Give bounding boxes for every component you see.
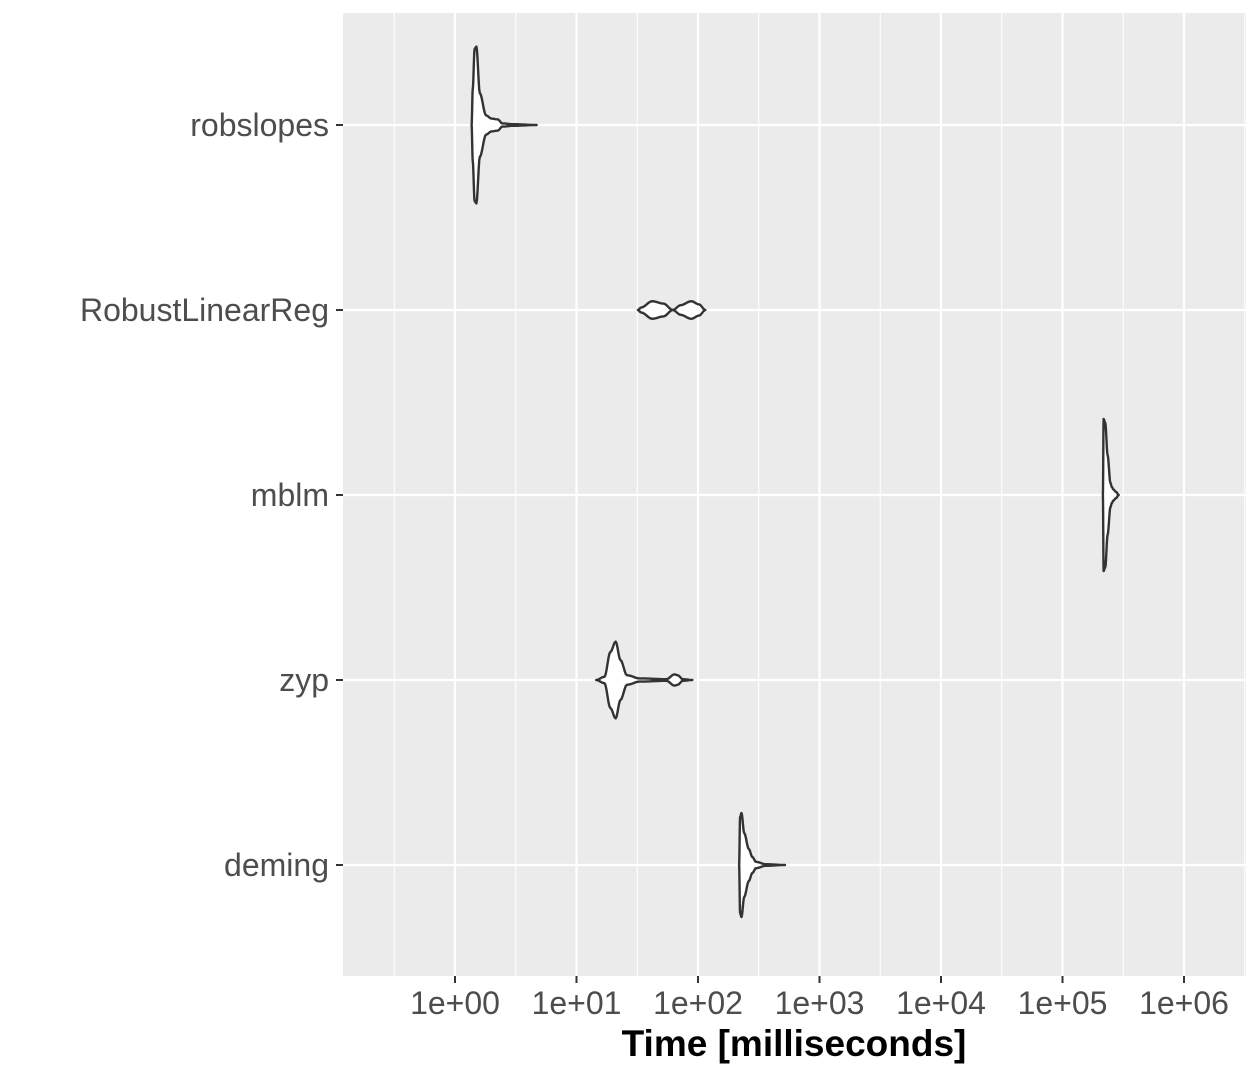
y-tick-label: zyp xyxy=(279,662,329,698)
y-tick-label: mblm xyxy=(251,477,329,513)
violin-deming xyxy=(737,811,787,919)
x-tick-label: 1e+02 xyxy=(653,985,743,1021)
y-tick-label: RobustLinearReg xyxy=(80,292,329,328)
major-gridlines xyxy=(343,13,1246,976)
y-axis: robslopes RobustLinearReg mblm zyp deming xyxy=(80,107,343,883)
y-tick-label: deming xyxy=(224,847,329,883)
y-tick-label: robslopes xyxy=(190,107,329,143)
x-tick-label: 1e+00 xyxy=(410,985,500,1021)
violins xyxy=(470,45,1120,919)
x-tick-label: 1e+01 xyxy=(532,985,622,1021)
violin-RobustLinearReg xyxy=(636,300,707,320)
x-axis-title: Time [milliseconds] xyxy=(622,1023,967,1064)
x-tick-label: 1e+04 xyxy=(896,985,986,1021)
x-tick-label: 1e+03 xyxy=(775,985,865,1021)
x-axis: 1e+00 1e+01 1e+02 1e+03 1e+04 1e+05 1e+06 xyxy=(410,976,1229,1021)
violin-robslopes xyxy=(470,45,538,205)
violin-zyp xyxy=(594,640,694,720)
x-tick-label: 1e+05 xyxy=(1018,985,1108,1021)
x-tick-label: 1e+06 xyxy=(1139,985,1229,1021)
violin-mblm xyxy=(1101,417,1120,573)
